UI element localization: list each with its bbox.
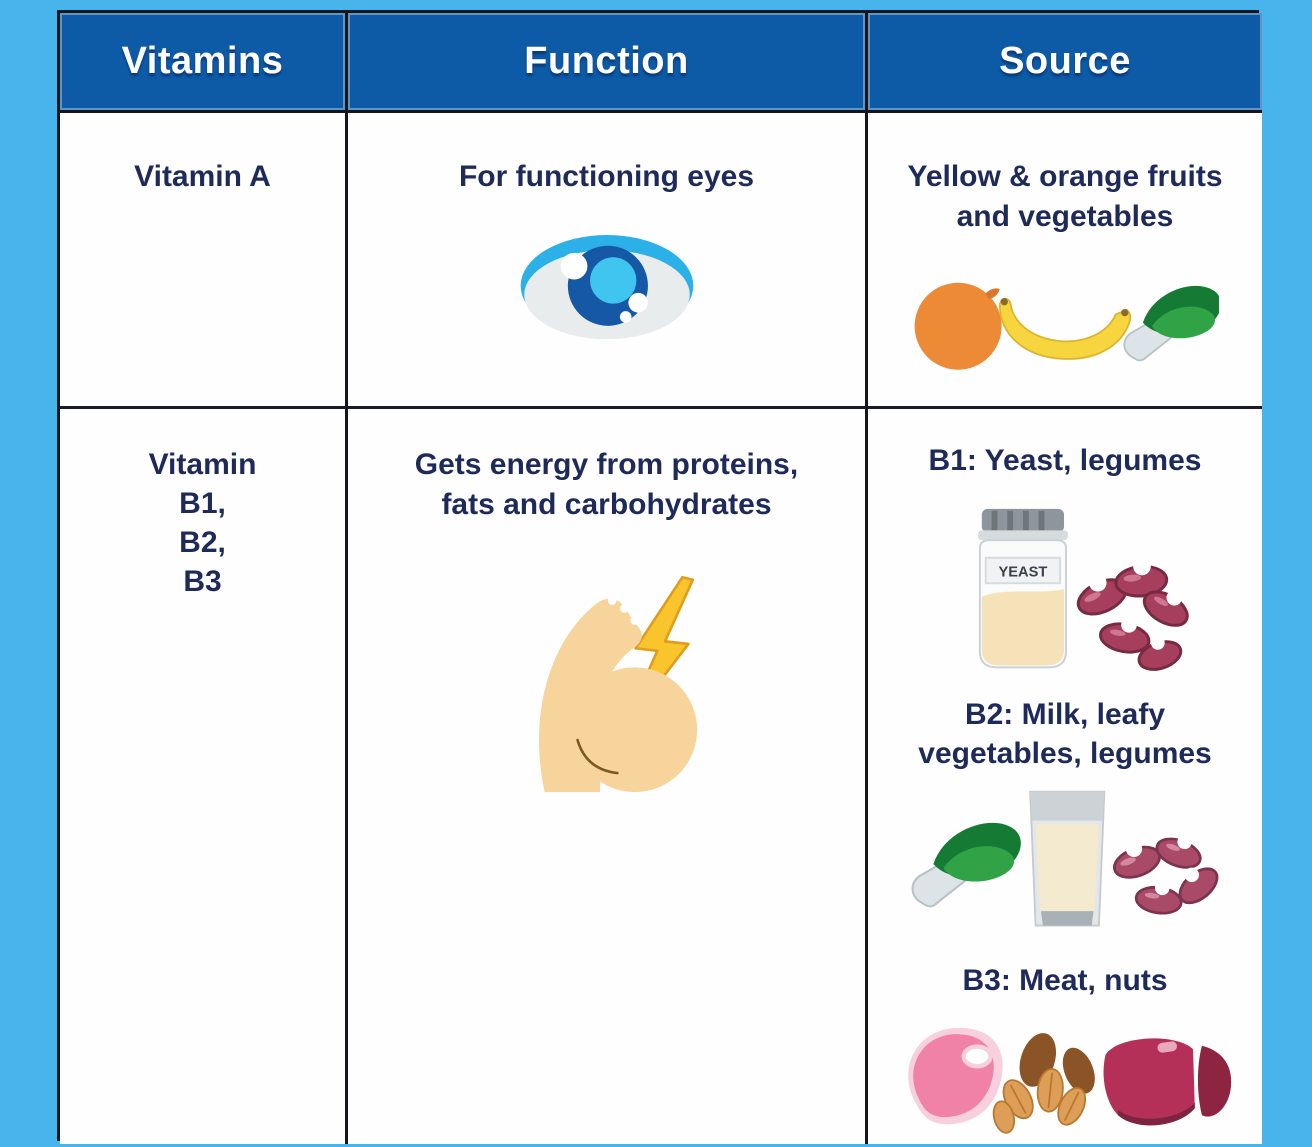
yeast-jar-label: YEAST <box>998 564 1047 580</box>
vitamin-a-label: Vitamin A <box>134 160 271 193</box>
meat-nuts-liver-illustration <box>908 1028 1232 1134</box>
header-source-label: Source <box>999 40 1131 82</box>
yeast-jar-legumes-illustration: YEAST <box>977 508 1189 671</box>
header-vitamins: Vitamins <box>60 13 348 113</box>
flexed-arm-lightning-icon <box>538 576 697 793</box>
source-a-line1: Yellow & orange fruits <box>907 160 1223 193</box>
function-b-line2: fats and carbohydrates <box>441 487 772 521</box>
source-b3-label: B3: Meat, nuts <box>962 963 1168 997</box>
vitamin-b-line1: Vitamin <box>148 448 257 481</box>
source-a-text: Yellow & orange fruits and vegetables <box>907 157 1222 236</box>
cell-source-a: Yellow & orange fruits and vegetables <box>868 113 1262 409</box>
header-source: Source <box>868 13 1262 113</box>
cell-source-b: B1: Yeast, legumes YEAST B2: Milk, <box>868 409 1262 1144</box>
source-a-line2: and vegetables <box>956 199 1174 233</box>
function-b-text: Gets energy from proteins, fats and carb… <box>415 445 798 524</box>
vitamin-b-line4: B3 <box>183 565 222 598</box>
vitamin-b-line3: B2, <box>179 526 226 559</box>
vitamin-b-line2: B1, <box>179 487 226 520</box>
source-b2-line2: vegetables, legumes <box>918 737 1212 771</box>
vitamins-table: Vitamins Function Source Vitamin A For f… <box>57 10 1262 1144</box>
source-b2-label: B2: Milk, leafy vegetables, legumes <box>918 695 1211 774</box>
header-function-label: Function <box>524 40 689 82</box>
function-a-text: For functioning eyes <box>458 160 755 193</box>
eye-icon <box>520 234 693 339</box>
header-function: Function <box>348 13 868 113</box>
cell-vitamin-b: Vitamin B1, B2, B3 <box>60 409 348 1144</box>
milk-greens-legumes-illustration <box>911 790 1219 927</box>
orange-banana-greens-illustration <box>914 282 1219 370</box>
header-vitamins-label: Vitamins <box>121 40 284 82</box>
source-b2-line1: B2: Milk, leafy <box>964 697 1166 731</box>
cell-vitamin-a: Vitamin A <box>60 113 348 409</box>
cell-function-b: Gets energy from proteins, fats and carb… <box>348 409 868 1144</box>
source-b1-label: B1: Yeast, legumes <box>928 444 1202 477</box>
cell-function-a: For functioning eyes <box>348 113 868 409</box>
function-b-line1: Gets energy from proteins, <box>414 448 799 481</box>
